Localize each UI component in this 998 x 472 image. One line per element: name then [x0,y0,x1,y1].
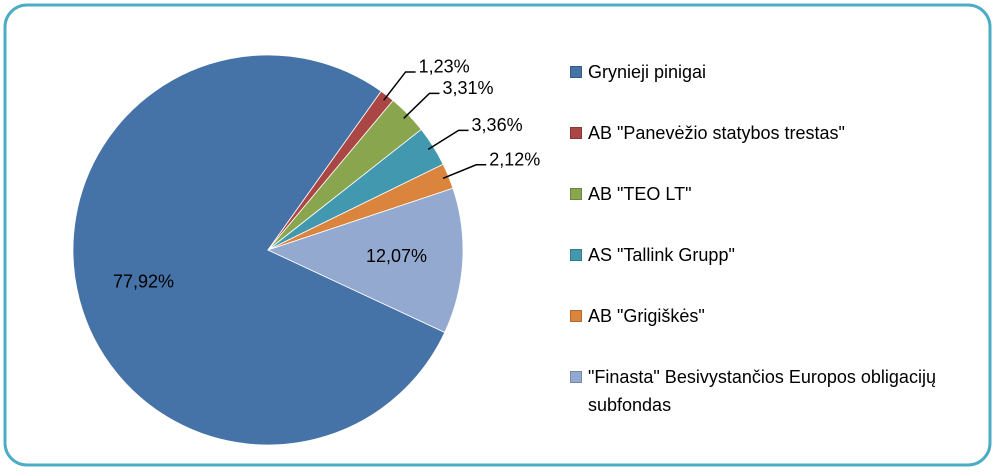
data-label: 1,23% [419,57,470,77]
data-label: 12,07% [366,246,427,266]
pie-slice [266,187,464,333]
legend-label: AB "Grigiškės" [588,306,705,326]
leader-line [427,129,469,151]
data-label: 2,12% [489,150,540,170]
legend-item: AB "Panevėžio statybos trestas" [570,119,960,147]
legend-label: AB "Panevėžio statybos trestas" [588,123,845,143]
legend-swatch [570,66,582,78]
legend-label: AB "TEO LT" [588,184,692,204]
legend-label: "Finasta" Besivystančios Europos obligac… [588,367,936,415]
legend-swatch [570,127,582,139]
legend-item: AB "Grigiškės" [570,302,960,330]
data-label: 77,92% [113,272,174,292]
legend-item: AS "Tallink Grupp" [570,241,960,269]
legend-swatch [570,371,582,383]
data-label: 3,31% [442,78,493,98]
legend-label: Grynieji pinigai [588,62,707,82]
leader-line [403,92,440,119]
data-label: 3,36% [472,115,523,135]
legend-swatch [570,249,582,261]
legend-swatch [570,188,582,200]
legend-item: AB "TEO LT" [570,180,960,208]
leader-line [442,164,487,180]
legend-swatch [570,310,582,322]
legend-item: Grynieji pinigai [570,58,960,86]
legend-label: AS "Tallink Grupp" [588,245,735,265]
legend-item: "Finasta" Besivystančios Europos obligac… [570,363,960,419]
leader-line [383,71,416,101]
pie-slice [72,54,446,446]
